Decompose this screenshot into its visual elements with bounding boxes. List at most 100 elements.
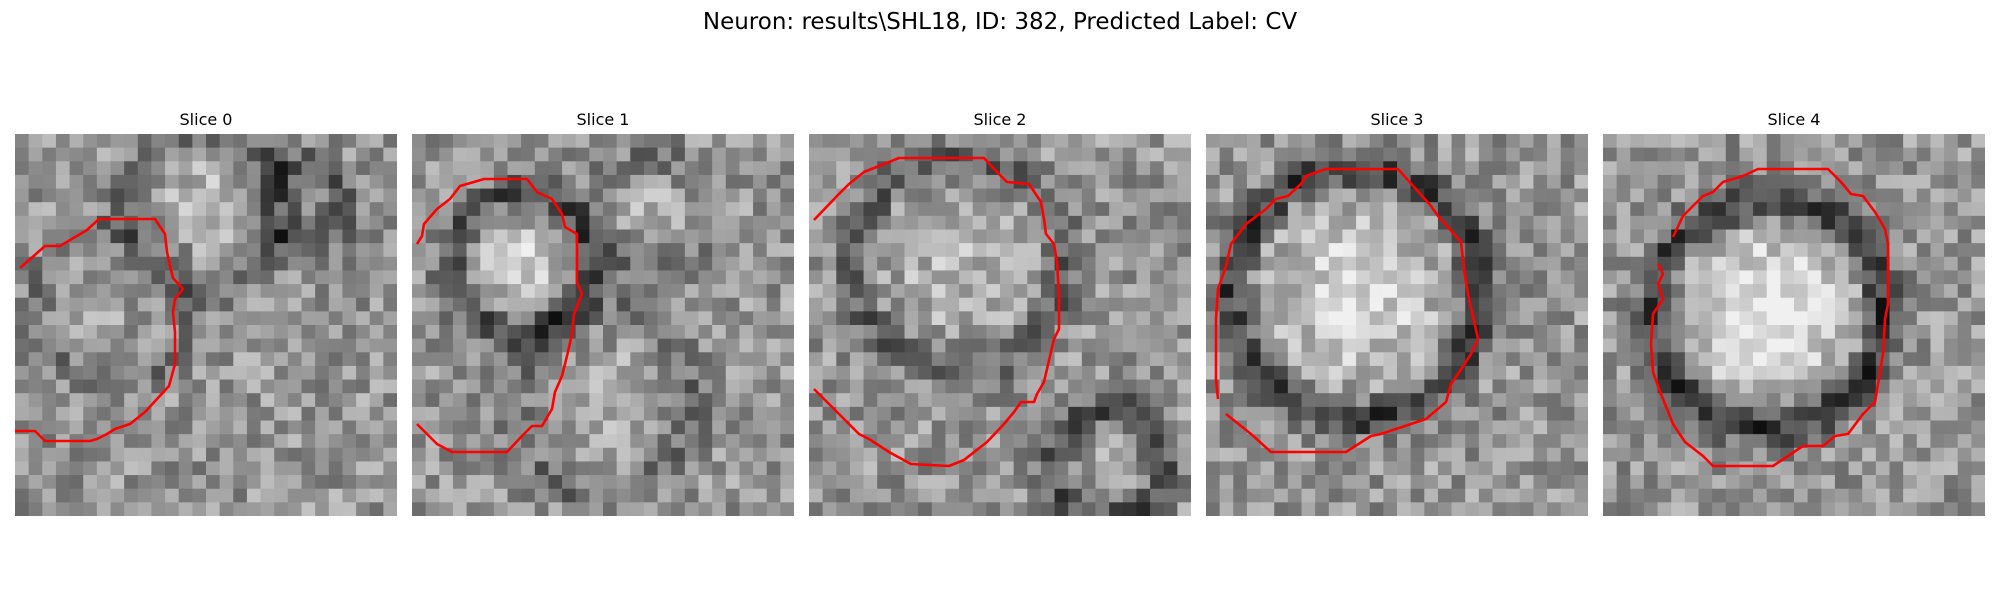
slice-pixel [562,420,577,435]
slice-pixel [1698,406,1713,422]
slice-pixel [1862,215,1877,231]
slice-pixel [356,502,371,516]
slice-pixel [42,134,57,149]
slice-pixel [1150,352,1165,367]
slice-pixel [1424,379,1439,394]
slice-pixel [493,161,509,176]
slice-pixel [1698,338,1713,353]
slice-pixel [521,215,536,231]
slice-pixel [712,488,727,503]
slice-pixel [1013,461,1028,476]
slice-pixel [809,161,824,176]
slice-pixel [96,256,112,272]
slice-pixel [945,147,960,162]
slice-pixel [1095,379,1110,394]
slice-pixel [725,325,741,340]
slice-pixel [165,434,180,449]
slice-pixel [425,325,440,340]
slice-pixel [1315,488,1330,503]
slice-pixel [616,311,631,326]
slice-pixel [534,420,550,435]
slice-pixel [809,325,824,340]
slice-pixel [356,461,371,476]
slice-pixel [548,461,563,476]
slice-pixel [1519,406,1535,422]
slice-pixel [589,270,604,285]
slice-pixel [1109,447,1124,463]
slice-pixel [1519,379,1535,394]
slice-pixel [1574,488,1588,503]
slice-pixel [493,393,509,408]
slice-pixel [890,461,906,476]
slice-pixel [1437,243,1453,258]
slice-pixel [986,188,1001,203]
slice-pixel [1957,352,1972,367]
slice-pixel [1725,488,1741,503]
slice-pixel [1410,215,1425,231]
slice-pixel [766,365,781,381]
slice-pixel [1492,488,1507,503]
slice-pixel [55,420,71,435]
slice-pixel [562,502,577,516]
slice-pixel [986,461,1001,476]
slice-pixel [904,406,919,422]
slice-pixel [1301,229,1316,244]
slice-pixel [1862,256,1877,272]
slice-pixel [1519,188,1535,203]
slice-pixel [233,188,248,203]
slice-pixel [918,379,933,394]
slice-pixel [918,352,933,367]
slice-pixel [192,202,207,217]
slice-pixel [1260,202,1275,217]
slice-pixel [151,229,166,244]
slice-pixel [575,434,590,449]
slice-pixel [1328,365,1344,381]
slice-pixel [1930,256,1945,272]
slice-pixel [1219,502,1234,516]
slice-pixel [315,406,330,422]
slice-pixel [836,147,851,162]
slice-pixel [1560,447,1575,463]
slice-pixel [1834,229,1850,244]
slice-pixel [493,243,509,258]
slice-pixel [439,352,454,367]
slice-pixel [1630,352,1645,367]
slice-pixel [959,434,974,449]
slice-pixel [55,379,71,394]
slice-pixel [83,147,98,162]
slice-pixel [877,475,892,490]
slice-pixel [1122,393,1138,408]
slice-pixel [877,270,892,285]
slice-pixel [412,434,427,449]
slice-pixel [890,393,906,408]
slice-pixel [657,229,672,244]
slice-pixel [548,161,563,176]
slice-pixel [1301,379,1316,394]
slice-pixel [1068,147,1083,162]
slice-pixel [356,406,371,422]
slice-pixel [1478,256,1494,272]
slice-pixel [466,161,481,176]
slice-pixel [698,202,713,217]
slice-pixel [315,434,330,449]
slice-pixel [1081,502,1097,516]
slice-pixel [452,502,468,516]
slice-pixel [192,461,207,476]
slice-pixel [1766,488,1781,503]
slice-pixel [1739,447,1754,463]
slice-pixel [1643,297,1659,312]
slice-pixel [1506,365,1521,381]
slice-pixel [1081,202,1097,217]
slice-pixel [1889,188,1904,203]
slice-pixel [1054,311,1069,326]
slice-pixel [1944,161,1959,176]
slice-pixel [1040,256,1056,272]
slice-pixel [1437,461,1453,476]
slice-pixel [1095,202,1110,217]
slice-pixel [575,502,590,516]
slice-pixel [1013,256,1028,272]
slice-pixel [890,161,906,176]
slice-pixel [1465,365,1480,381]
slice-pixel [766,229,781,244]
slice-pixel [959,379,974,394]
